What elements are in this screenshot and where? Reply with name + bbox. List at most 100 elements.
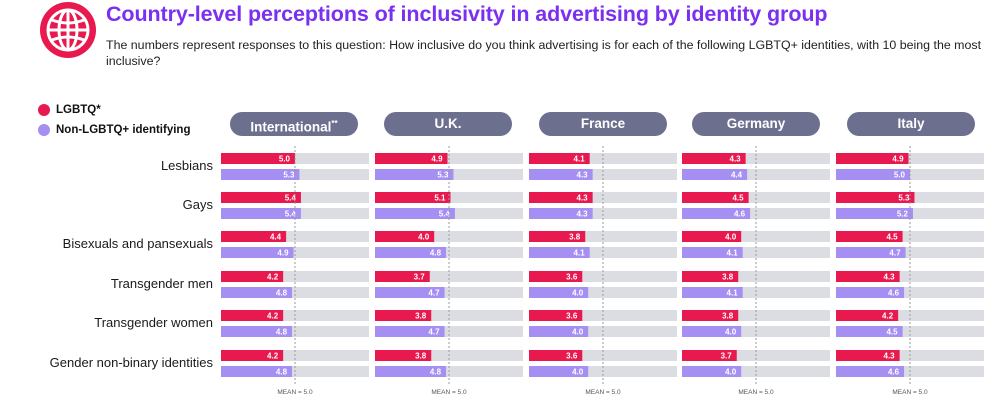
data-label-lgbtq: 4.0 bbox=[725, 232, 737, 241]
data-label-non-lgbtq: 4.0 bbox=[572, 367, 584, 376]
bar-track bbox=[221, 231, 369, 242]
data-label-lgbtq: 4.2 bbox=[882, 311, 894, 320]
bar-track bbox=[682, 271, 830, 282]
data-label-non-lgbtq: 4.8 bbox=[430, 248, 442, 257]
data-label-non-lgbtq: 4.6 bbox=[888, 288, 900, 297]
data-label-non-lgbtq: 4.8 bbox=[276, 288, 288, 297]
mean-label: MEAN = 5.0 bbox=[738, 389, 774, 396]
bar-lgbtq bbox=[375, 231, 435, 242]
bar-non-lgbtq bbox=[221, 287, 293, 298]
data-label-lgbtq: 4.4 bbox=[270, 232, 282, 241]
bar-lgbtq bbox=[529, 271, 583, 282]
data-label-lgbtq: 4.3 bbox=[730, 154, 742, 163]
bar-track bbox=[529, 287, 677, 298]
panel-header-france: France bbox=[539, 112, 667, 136]
data-label-lgbtq: 3.6 bbox=[566, 351, 578, 360]
bar-lgbtq bbox=[529, 231, 586, 242]
data-label-lgbtq: 4.2 bbox=[267, 272, 279, 281]
bar-lgbtq bbox=[529, 310, 583, 321]
data-label-lgbtq: 3.7 bbox=[414, 272, 426, 281]
chart-title: Country-level perceptions of inclusivity… bbox=[106, 2, 828, 26]
panel-name: France bbox=[580, 116, 626, 131]
bar-non-lgbtq bbox=[682, 366, 742, 377]
legend-item-lgbtq: LGBTQ* bbox=[38, 104, 101, 116]
category-label: Transgender men bbox=[110, 276, 213, 291]
bar-track bbox=[836, 287, 984, 298]
data-label-non-lgbtq: 5.0 bbox=[894, 170, 906, 179]
bar-non-lgbtq bbox=[221, 208, 301, 219]
data-label-non-lgbtq: 4.8 bbox=[276, 367, 288, 376]
panel-header-uk: U.K. bbox=[384, 112, 512, 136]
data-label-lgbtq: 3.8 bbox=[722, 272, 734, 281]
bar-track bbox=[682, 287, 830, 298]
category-label: Transgender women bbox=[94, 315, 213, 330]
bar-non-lgbtq bbox=[529, 208, 593, 219]
bar-lgbtq bbox=[836, 231, 903, 242]
bar-non-lgbtq bbox=[529, 287, 589, 298]
data-label-lgbtq: 4.2 bbox=[267, 351, 279, 360]
mean-label: MEAN = 5.0 bbox=[431, 389, 467, 396]
legend-label-non-lgbtq: Non-LGBTQ+ identifying bbox=[56, 124, 191, 136]
bar-non-lgbtq bbox=[529, 366, 589, 377]
bar-non-lgbtq bbox=[529, 169, 593, 180]
data-label-lgbtq: 4.9 bbox=[431, 154, 443, 163]
data-label-non-lgbtq: 5.2 bbox=[897, 209, 909, 218]
bar-lgbtq bbox=[221, 192, 301, 203]
bar-track bbox=[682, 231, 830, 242]
globe-icon bbox=[40, 2, 96, 58]
bar-non-lgbtq bbox=[375, 366, 447, 377]
bar-non-lgbtq bbox=[221, 366, 293, 377]
panel-name: International bbox=[250, 119, 332, 135]
bar-lgbtq bbox=[836, 271, 900, 282]
bar-lgbtq bbox=[836, 192, 915, 203]
data-label-non-lgbtq: 4.4 bbox=[731, 170, 743, 179]
bar-lgbtq bbox=[682, 350, 737, 361]
data-label-non-lgbtq: 5.4 bbox=[285, 209, 297, 218]
bar-track bbox=[682, 208, 830, 219]
bar-non-lgbtq bbox=[375, 326, 445, 337]
data-label-non-lgbtq: 4.7 bbox=[428, 327, 440, 336]
data-label-non-lgbtq: 4.0 bbox=[572, 288, 584, 297]
bar-non-lgbtq bbox=[836, 169, 910, 180]
panel-footnote-marker: ** bbox=[331, 119, 338, 128]
data-label-non-lgbtq: 4.3 bbox=[577, 209, 589, 218]
bar-non-lgbtq bbox=[375, 208, 455, 219]
bar-non-lgbtq bbox=[682, 208, 751, 219]
chart-subtitle: The numbers represent responses to this … bbox=[106, 38, 982, 68]
data-label-non-lgbtq: 4.7 bbox=[889, 248, 901, 257]
bar-track bbox=[836, 247, 984, 258]
data-label-non-lgbtq: 4.0 bbox=[572, 327, 584, 336]
data-label-non-lgbtq: 4.0 bbox=[725, 367, 737, 376]
bar-lgbtq bbox=[375, 350, 432, 361]
data-label-lgbtq: 4.5 bbox=[886, 232, 898, 241]
bar-lgbtq bbox=[682, 231, 742, 242]
legend-label-lgbtq: LGBTQ* bbox=[56, 104, 101, 116]
bar-track bbox=[221, 271, 369, 282]
bar-track bbox=[529, 247, 677, 258]
bar-non-lgbtq bbox=[682, 326, 742, 337]
bar-lgbtq bbox=[529, 192, 593, 203]
data-label-non-lgbtq: 4.1 bbox=[727, 288, 739, 297]
data-label-non-lgbtq: 4.8 bbox=[430, 367, 442, 376]
bar-lgbtq bbox=[836, 350, 900, 361]
data-label-non-lgbtq: 5.3 bbox=[283, 170, 295, 179]
bar-lgbtq bbox=[682, 153, 746, 164]
data-label-lgbtq: 4.1 bbox=[574, 154, 586, 163]
data-label-lgbtq: 3.8 bbox=[415, 351, 427, 360]
data-label-non-lgbtq: 4.8 bbox=[276, 327, 288, 336]
bar-lgbtq bbox=[375, 271, 430, 282]
data-label-non-lgbtq: 4.6 bbox=[734, 209, 746, 218]
panel-name: U.K. bbox=[434, 116, 462, 131]
category-label: Bisexuals and pansexuals bbox=[62, 236, 213, 251]
bar-lgbtq bbox=[682, 271, 739, 282]
bar-track bbox=[836, 271, 984, 282]
data-label-lgbtq: 3.8 bbox=[415, 311, 427, 320]
bar-track bbox=[529, 192, 677, 203]
bar-lgbtq bbox=[836, 153, 909, 164]
bar-non-lgbtq bbox=[221, 247, 294, 258]
bar-non-lgbtq bbox=[375, 169, 454, 180]
bar-non-lgbtq bbox=[836, 326, 903, 337]
panel-name: Germany bbox=[726, 116, 786, 131]
legend-swatch-lgbtq bbox=[38, 104, 50, 116]
